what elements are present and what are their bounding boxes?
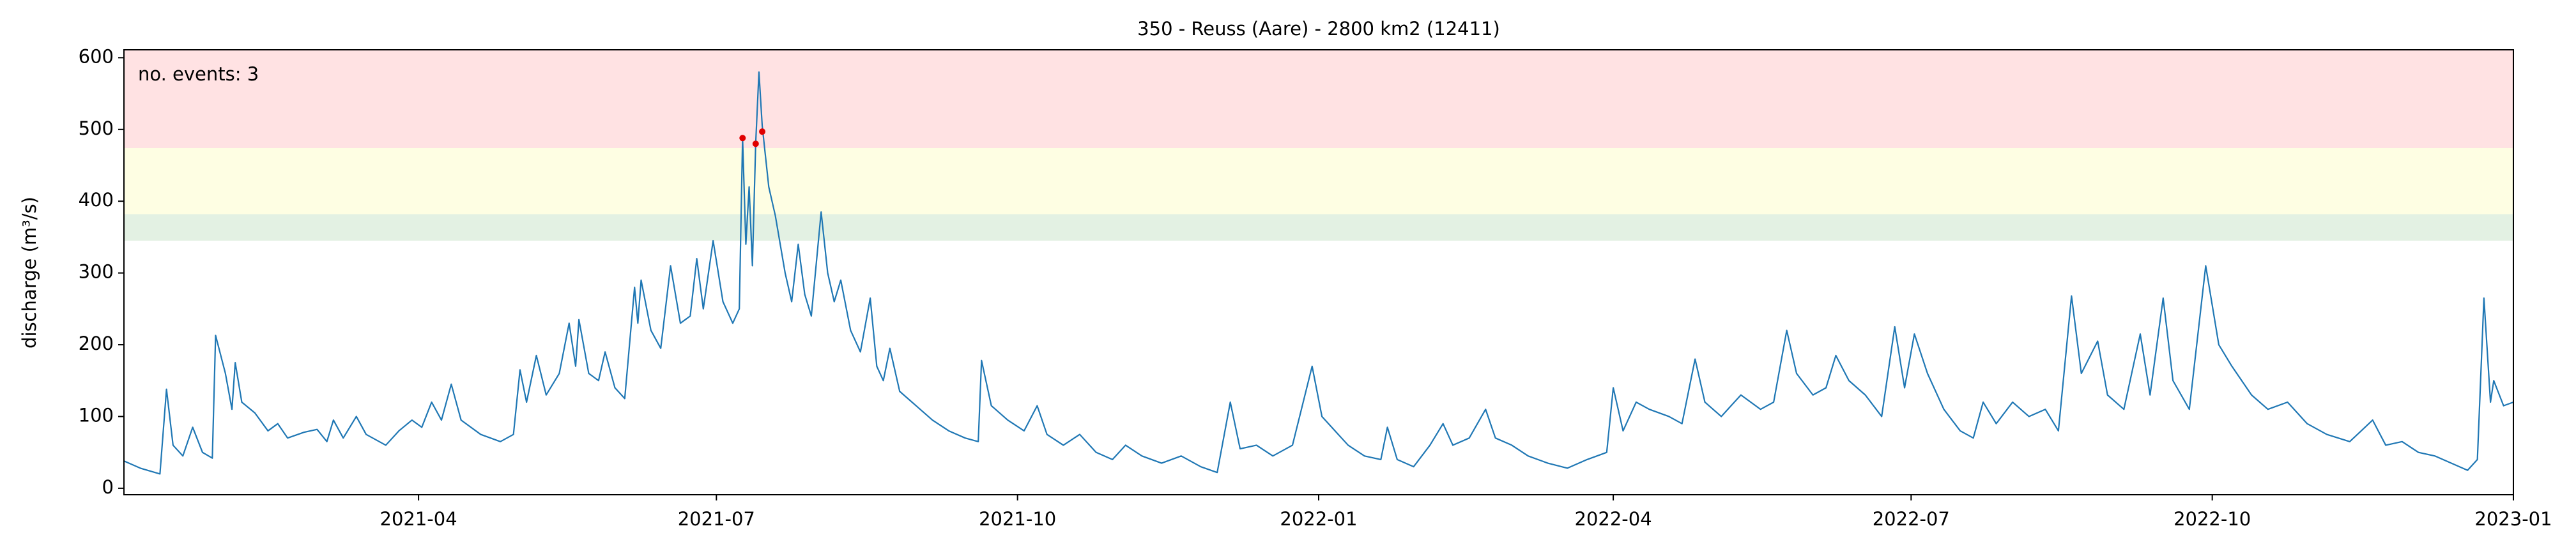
discharge-line bbox=[123, 71, 2514, 475]
event-point bbox=[759, 128, 766, 135]
y-tick-label: 400 bbox=[79, 189, 114, 211]
x-tick-label: 2021-10 bbox=[979, 508, 1056, 530]
x-tick-label: 2022-01 bbox=[1280, 508, 1357, 530]
event-point bbox=[752, 140, 759, 147]
chart-title: 350 - Reuss (Aare) - 2800 km2 (12411) bbox=[1137, 18, 1500, 40]
y-tick-label: 0 bbox=[102, 476, 114, 498]
plot-frame bbox=[123, 49, 2514, 495]
x-tick-label: 2021-07 bbox=[678, 508, 755, 530]
x-tick-label: 2021-04 bbox=[380, 508, 457, 530]
x-tick-label: 2023-01 bbox=[2474, 508, 2552, 530]
threshold-band bbox=[124, 50, 2513, 149]
y-tick-label: 100 bbox=[79, 404, 114, 426]
event-count: no. events: 3 bbox=[138, 63, 259, 85]
y-tick-label: 500 bbox=[79, 117, 114, 139]
x-tick-label: 2022-04 bbox=[1575, 508, 1652, 530]
y-axis-label: discharge (m³/s) bbox=[19, 197, 40, 349]
y-tick-label: 600 bbox=[79, 45, 114, 67]
threshold-band bbox=[124, 214, 2513, 241]
y-tick-label: 200 bbox=[79, 333, 114, 354]
x-tick-label: 2022-10 bbox=[2174, 508, 2251, 530]
threshold-band bbox=[124, 148, 2513, 214]
y-tick-label: 300 bbox=[79, 261, 114, 283]
event-point bbox=[739, 135, 746, 142]
x-tick-label: 2022-07 bbox=[1873, 508, 1950, 530]
